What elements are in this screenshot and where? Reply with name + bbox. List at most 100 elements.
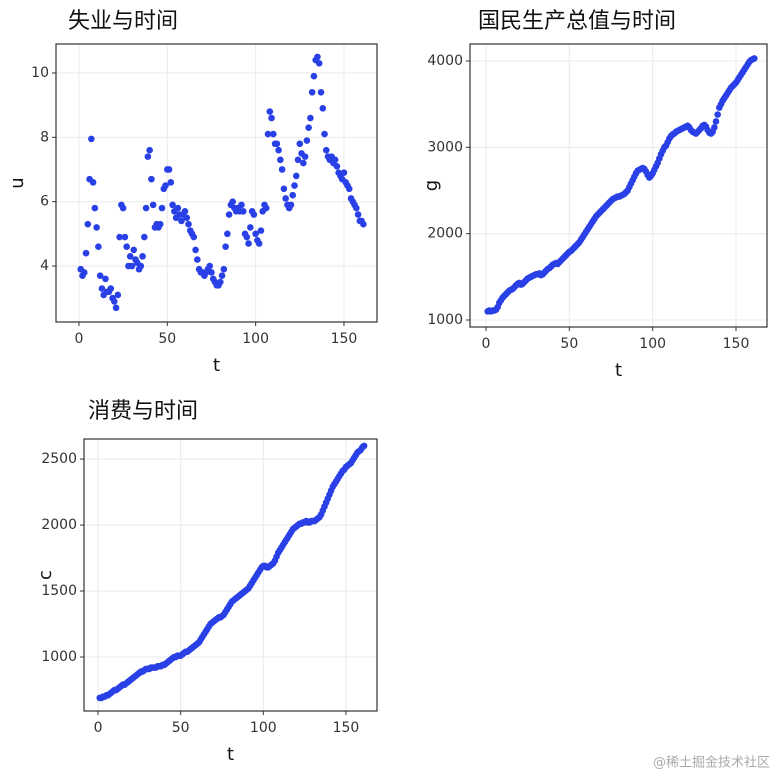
point bbox=[289, 191, 297, 199]
x-tick-label: 50 bbox=[172, 720, 190, 736]
point bbox=[252, 230, 259, 238]
point bbox=[158, 204, 166, 212]
point bbox=[275, 146, 282, 154]
point bbox=[93, 224, 100, 231]
point bbox=[169, 201, 176, 209]
point bbox=[144, 153, 152, 160]
point bbox=[96, 272, 104, 279]
point bbox=[280, 185, 288, 193]
y-tick-label: 1500 bbox=[41, 583, 77, 599]
point bbox=[141, 233, 148, 241]
point bbox=[331, 156, 339, 164]
point bbox=[114, 291, 122, 299]
point bbox=[308, 88, 316, 96]
point bbox=[239, 208, 247, 215]
point bbox=[142, 204, 150, 212]
point bbox=[82, 249, 90, 257]
point bbox=[119, 204, 127, 212]
point bbox=[282, 195, 289, 202]
point bbox=[353, 204, 360, 212]
point bbox=[340, 169, 348, 177]
point bbox=[146, 146, 153, 154]
panel: 0 50 100 150 1000 2000 3000 4000 国民生产总值与时间 t g bbox=[421, 9, 768, 381]
point bbox=[91, 204, 99, 212]
point bbox=[190, 233, 198, 241]
point bbox=[185, 220, 192, 228]
panel-border bbox=[469, 43, 768, 328]
point bbox=[268, 114, 275, 122]
point bbox=[319, 105, 327, 112]
point bbox=[310, 72, 318, 80]
point bbox=[128, 262, 136, 270]
point bbox=[137, 262, 145, 270]
x-tick-label: 100 bbox=[242, 331, 269, 347]
panel-background bbox=[84, 439, 377, 711]
y-tick-label: 2000 bbox=[41, 517, 77, 533]
panel-border bbox=[83, 438, 378, 712]
y-tick-label: 3000 bbox=[427, 139, 463, 155]
point bbox=[255, 240, 263, 247]
point bbox=[84, 220, 92, 228]
point bbox=[208, 269, 215, 276]
point bbox=[345, 185, 353, 193]
point bbox=[292, 172, 300, 180]
point bbox=[354, 211, 362, 218]
point bbox=[88, 135, 95, 143]
y-axis-title: g bbox=[421, 180, 442, 191]
y-tick-label: 8 bbox=[40, 129, 49, 145]
point bbox=[192, 246, 199, 254]
point bbox=[291, 182, 298, 189]
point bbox=[225, 211, 233, 218]
point bbox=[218, 272, 226, 279]
point bbox=[178, 217, 185, 225]
point bbox=[121, 233, 129, 241]
point bbox=[245, 240, 252, 247]
y-axis-title: c bbox=[35, 570, 56, 580]
point bbox=[167, 179, 175, 186]
point bbox=[80, 269, 88, 276]
y-tick-label: 2500 bbox=[41, 451, 77, 467]
point bbox=[360, 442, 368, 450]
point bbox=[156, 220, 164, 228]
x-axis-title: t bbox=[213, 355, 220, 376]
point bbox=[149, 201, 157, 209]
point bbox=[273, 140, 281, 148]
point bbox=[711, 124, 718, 131]
point bbox=[303, 137, 311, 144]
chart-title: 消费与时间 bbox=[88, 399, 198, 424]
point bbox=[257, 227, 265, 234]
x-axis-title: t bbox=[227, 744, 234, 765]
point bbox=[321, 130, 328, 138]
y-tick-label: 4000 bbox=[427, 53, 463, 69]
x-tick-label: 0 bbox=[75, 331, 84, 347]
point bbox=[220, 265, 228, 273]
point bbox=[243, 233, 251, 241]
x-tick-label: 100 bbox=[250, 720, 277, 736]
point bbox=[305, 124, 312, 131]
point bbox=[278, 166, 286, 173]
chart-title: 失业与时间 bbox=[68, 9, 178, 34]
point bbox=[277, 156, 284, 164]
point bbox=[116, 233, 123, 241]
chart-title: 国民生产总值与时间 bbox=[478, 9, 676, 34]
point bbox=[247, 224, 254, 231]
point bbox=[322, 146, 330, 154]
point bbox=[264, 130, 272, 138]
point bbox=[165, 166, 173, 173]
y-tick-label: 10 bbox=[31, 65, 49, 81]
point bbox=[222, 243, 229, 251]
point bbox=[315, 60, 323, 67]
point bbox=[714, 111, 721, 118]
y-tick-label: 4 bbox=[40, 258, 49, 274]
point bbox=[110, 298, 118, 305]
point bbox=[300, 159, 307, 167]
panel: 0 50 100 150 1000 1500 2000 2500 消费与时间 t c bbox=[35, 399, 378, 765]
point bbox=[238, 201, 245, 209]
x-tick-label: 150 bbox=[723, 336, 750, 352]
y-tick-label: 6 bbox=[40, 194, 49, 210]
point bbox=[102, 275, 109, 283]
point bbox=[250, 211, 258, 218]
x-tick-label: 50 bbox=[158, 331, 176, 347]
x-tick-label: 0 bbox=[482, 336, 491, 352]
x-tick-label: 100 bbox=[639, 336, 666, 352]
